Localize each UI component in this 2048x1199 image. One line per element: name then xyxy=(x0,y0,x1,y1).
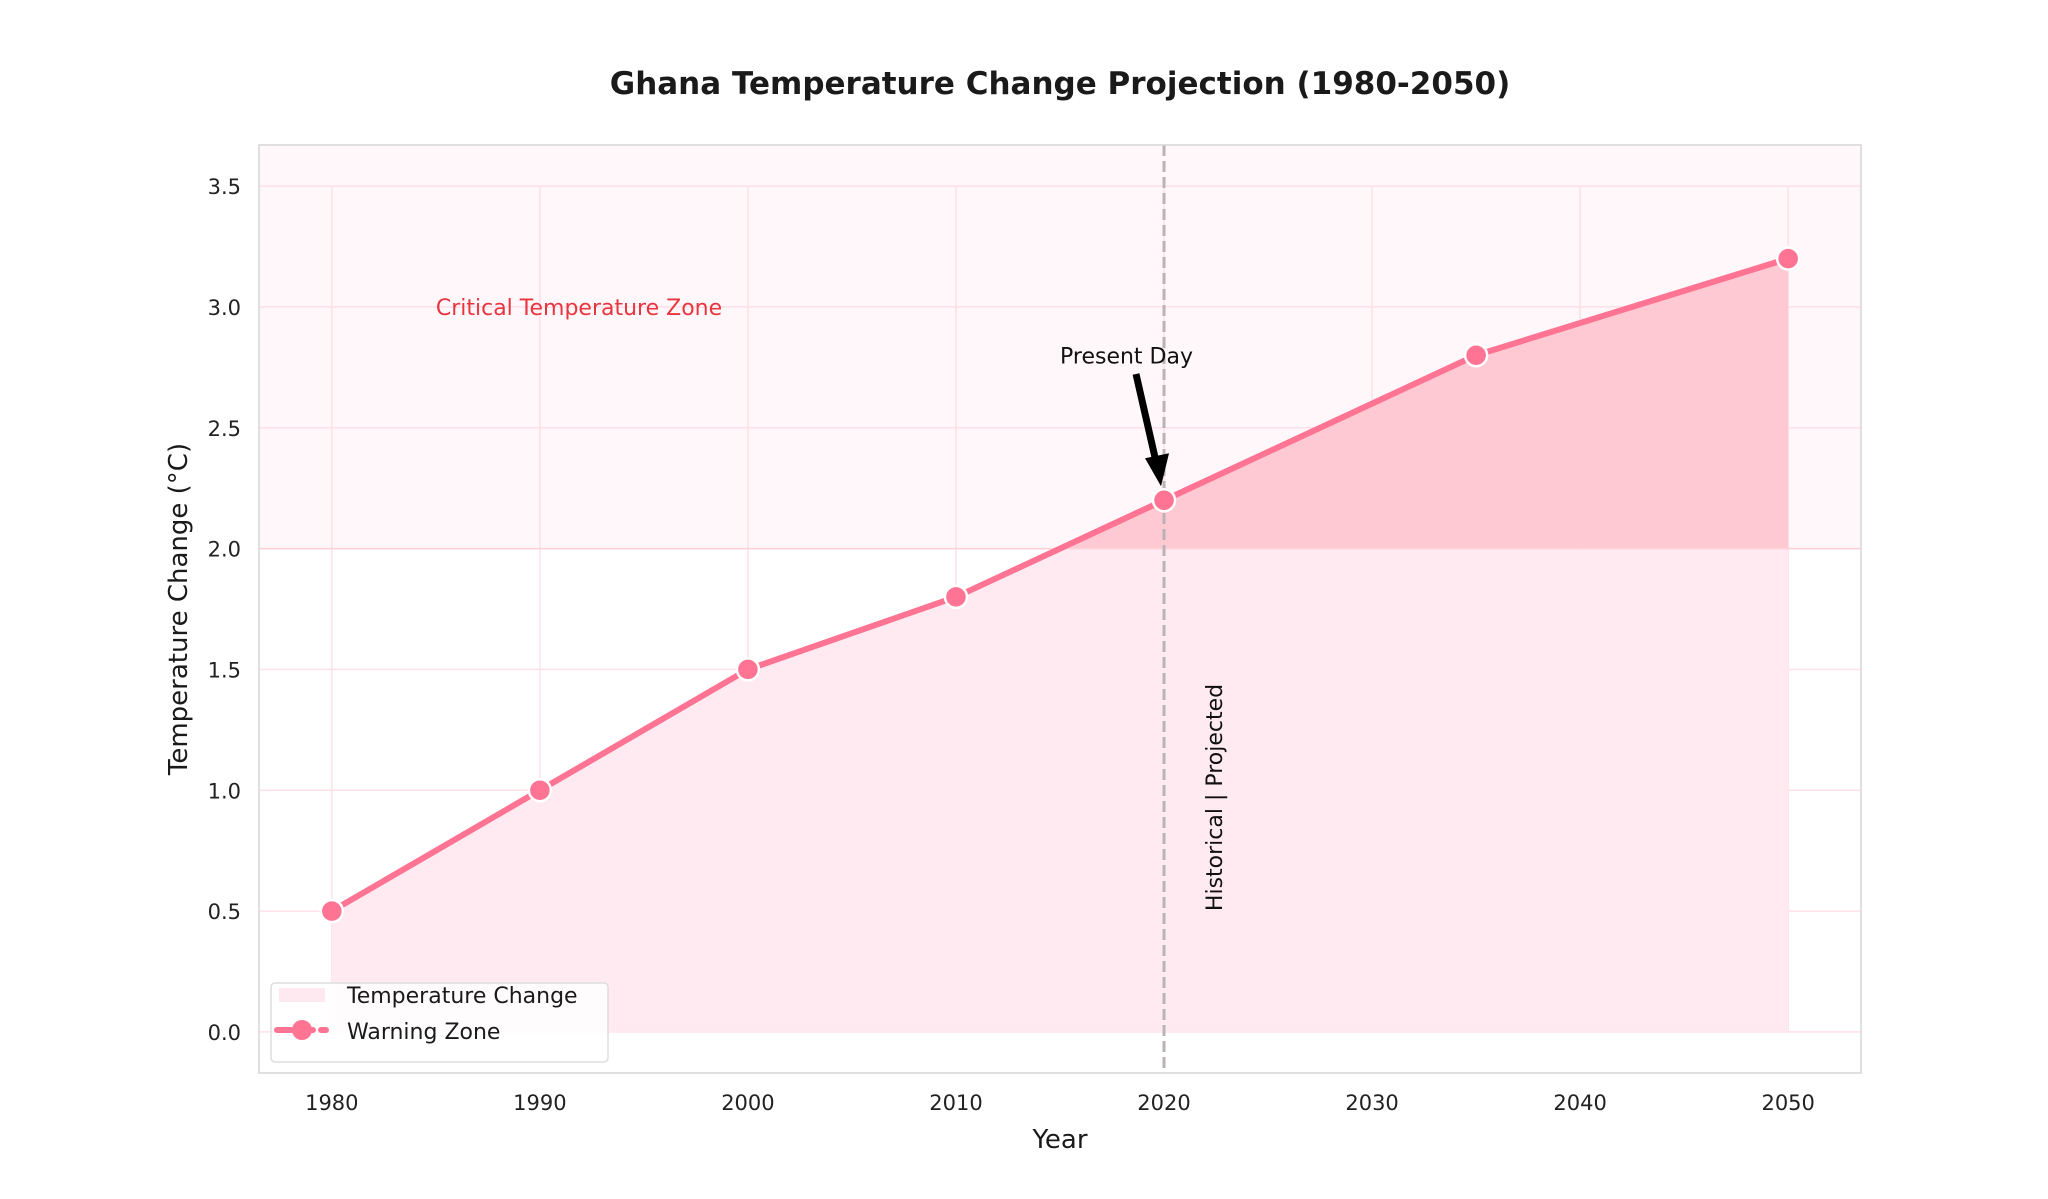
plot-area: 1980 1990 2000 2010 2020 2030 2040 2050 0.0 0.5 1.… xyxy=(208,144,1862,1115)
warning-threshold-fill xyxy=(1060,258,1789,549)
chart-title: Ghana Temperature Change Projection (198… xyxy=(610,66,1511,102)
y-tick-label: 1.0 xyxy=(208,779,241,803)
data-point xyxy=(1463,343,1489,368)
annotation-arrow-shaft xyxy=(1132,373,1161,468)
x-tick-label: 2030 xyxy=(1345,1091,1398,1115)
data-point xyxy=(943,584,969,610)
critical-zone-label: Critical Temperature Zone xyxy=(436,296,722,321)
x-axis-label: Year xyxy=(1031,1125,1087,1155)
annotation-arrowhead xyxy=(1145,453,1170,487)
x-tick-label: 1990 xyxy=(513,1091,566,1115)
legend-label: Warning Zone xyxy=(347,1020,500,1045)
x-tick-label: 1980 xyxy=(305,1091,358,1115)
data-point xyxy=(1151,488,1177,513)
legend-box xyxy=(270,982,609,1063)
y-axis-label: Temperature Change (°C) xyxy=(164,443,194,776)
historical-projected-label: Historical | Projected xyxy=(1203,684,1228,911)
data-point xyxy=(319,898,345,924)
legend-swatch-marker xyxy=(292,1020,312,1040)
legend-swatch-area xyxy=(279,988,325,1002)
y-tick-label: 3.5 xyxy=(208,175,241,199)
x-tick-label: 2010 xyxy=(929,1091,982,1115)
legend: Temperature Change Warning Zone xyxy=(270,982,609,1063)
data-point xyxy=(1775,246,1801,271)
y-tick-label: 1.5 xyxy=(208,658,241,682)
y-tick-label: 2.5 xyxy=(208,417,241,441)
data-point xyxy=(527,778,553,803)
axes-frame xyxy=(258,144,1862,1074)
x-tick-label: 2000 xyxy=(721,1091,774,1115)
x-tick-label: 2020 xyxy=(1137,1091,1190,1115)
y-tick-label: 2.0 xyxy=(208,538,241,562)
data-point xyxy=(735,657,761,682)
y-tick-label: 0.5 xyxy=(208,900,241,924)
y-tick-label: 0.0 xyxy=(208,1021,241,1045)
legend-label: Temperature Change xyxy=(346,984,578,1009)
x-tick-label: 2040 xyxy=(1553,1091,1606,1115)
present-day-annotation: Present Day xyxy=(1060,344,1193,369)
y-tick-label: 3.0 xyxy=(208,296,241,320)
x-tick-label: 2050 xyxy=(1761,1091,1814,1115)
